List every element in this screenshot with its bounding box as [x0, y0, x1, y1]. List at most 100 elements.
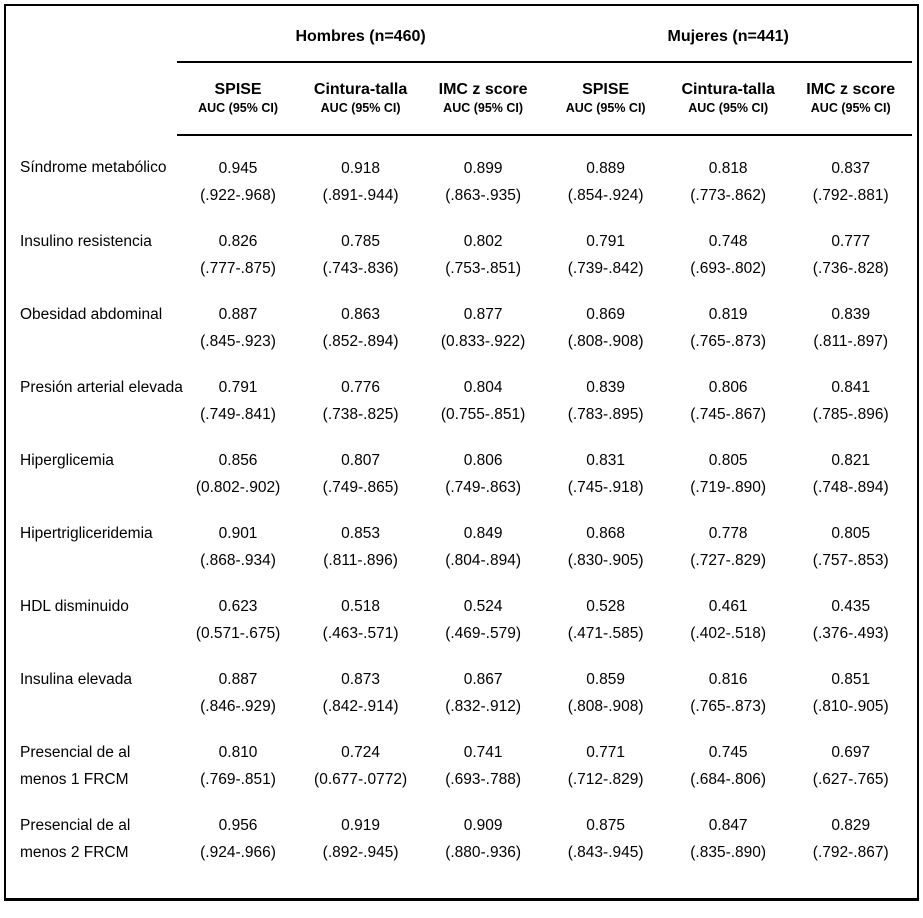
- auc-cell: 0.899 (.863-.935): [422, 135, 545, 209]
- row-label: Insulina elevada: [20, 671, 133, 688]
- auc-value: 0.829: [831, 817, 871, 834]
- ci-value: (.792-.881): [812, 187, 889, 204]
- column-label: SPISE: [214, 81, 262, 98]
- auc-value: 0.804: [463, 379, 503, 396]
- ci-value: (.743-.836): [322, 260, 399, 277]
- ci-value: (.843-.945): [567, 844, 644, 861]
- auc-value: 0.863: [341, 306, 380, 323]
- auc-cell: 0.785 (.743-.836): [299, 209, 422, 282]
- column-label: IMC z score: [438, 81, 528, 98]
- table-row: HDL disminuido 0.623 (0.571-.675) 0.518 …: [11, 574, 912, 647]
- auc-cell: 0.839 (.811-.897): [789, 282, 912, 355]
- ci-value: (.748-.894): [812, 479, 889, 496]
- auc-value: 0.524: [463, 598, 503, 615]
- ci-value: (0.802-.902): [195, 479, 281, 496]
- column-sublabel: AUC (95% CI): [198, 101, 278, 115]
- ci-value: (.783-.895): [567, 406, 644, 423]
- auc-cell: 0.724 (0.677-.0772): [299, 720, 422, 793]
- ci-value: (.808-.908): [567, 333, 644, 350]
- auc-cell: 0.697 (.627-.765): [789, 720, 912, 793]
- auc-cell: 0.847 (.835-.890): [667, 793, 790, 866]
- auc-value: 0.873: [341, 671, 380, 688]
- paper-table-frame: Hombres (n=460) Mujeres (n=441) SPISE AU…: [4, 4, 919, 901]
- auc-value: 0.745: [708, 744, 748, 761]
- ci-value: (0.677-.0772): [314, 771, 408, 788]
- row-label: Hiperglicemia: [20, 452, 114, 469]
- ci-value: (.924-.966): [200, 844, 276, 861]
- auc-value: 0.849: [463, 525, 503, 542]
- auc-value: 0.771: [586, 744, 626, 761]
- auc-cell: 0.771 (.712-.829): [544, 720, 667, 793]
- column-header-imc-z-score-mujeres: IMC z score AUC (95% CI): [789, 62, 912, 136]
- table-row: Hipertrigliceridemia 0.901 (.868-.934) 0…: [11, 501, 912, 574]
- ci-value: (.892-.945): [322, 844, 399, 861]
- row-label: Presión arterial elevada: [20, 379, 183, 396]
- auc-cell: 0.807 (.749-.865): [299, 428, 422, 501]
- auc-cell: 0.856 (0.802-.902): [177, 428, 300, 501]
- ci-value: (.811-.897): [813, 333, 889, 350]
- column-label: IMC z score: [806, 81, 896, 98]
- auc-cell: 0.873 (.842-.914): [299, 647, 422, 720]
- column-header-imc-z-score-hombres: IMC z score AUC (95% CI): [421, 62, 545, 136]
- auc-cell: 0.791 (.739-.842): [544, 209, 667, 282]
- auc-value: 0.856: [218, 452, 258, 469]
- auc-cell: 0.524 (.469-.579): [422, 574, 545, 647]
- auc-value: 0.887: [218, 671, 258, 688]
- ci-value: (.835-.890): [690, 844, 767, 861]
- auc-value: 0.518: [341, 598, 380, 615]
- auc-cell: 0.776 (.738-.825): [299, 355, 422, 428]
- auc-value: 0.818: [708, 160, 748, 177]
- auc-cell: 0.829 (.792-.867): [789, 793, 912, 866]
- column-sublabel: AUC (95% CI): [688, 101, 769, 115]
- auc-value: 0.869: [586, 306, 626, 323]
- auc-cell: 0.745 (.684-.806): [667, 720, 790, 793]
- auc-cell: 0.918 (.891-.944): [299, 135, 422, 209]
- auc-value: 0.826: [218, 233, 258, 250]
- auc-results-table: Hombres (n=460) Mujeres (n=441) SPISE AU…: [11, 10, 912, 866]
- auc-value: 0.528: [586, 598, 626, 615]
- auc-value: 0.837: [831, 160, 871, 177]
- ci-value: (.736-.828): [812, 260, 889, 277]
- auc-value: 0.875: [586, 817, 626, 834]
- ci-value: (.832-.912): [445, 698, 522, 715]
- auc-value: 0.889: [586, 160, 626, 177]
- auc-value: 0.777: [831, 233, 871, 250]
- ci-value: (.769-.851): [200, 771, 276, 788]
- auc-value: 0.802: [463, 233, 503, 250]
- ci-value: (.852-.894): [322, 333, 399, 350]
- auc-value: 0.859: [586, 671, 626, 688]
- row-label: Obesidad abdominal: [20, 306, 163, 323]
- auc-value: 0.847: [708, 817, 748, 834]
- table-row: Insulino resistencia 0.826 (.777-.875) 0…: [11, 209, 912, 282]
- ci-value: (.811-.896): [323, 552, 398, 569]
- column-header-cintura-talla-mujeres: Cintura-talla AUC (95% CI): [666, 62, 790, 136]
- ci-value: (.684-.806): [690, 771, 767, 788]
- auc-cell: 0.528 (.471-.585): [544, 574, 667, 647]
- auc-value: 0.901: [218, 525, 258, 542]
- ci-value: (.376-.493): [812, 625, 889, 642]
- auc-value: 0.909: [463, 817, 503, 834]
- ci-value: (.471-.585): [567, 625, 644, 642]
- auc-cell: 0.819 (.765-.873): [667, 282, 790, 355]
- auc-value: 0.839: [831, 306, 871, 323]
- auc-value: 0.851: [831, 671, 871, 688]
- auc-cell: 0.875 (.843-.945): [544, 793, 667, 866]
- table-row: Presencial de al menos 1 FRCM 0.810 (.76…: [11, 720, 912, 793]
- auc-cell: 0.777 (.736-.828): [789, 209, 912, 282]
- table-body: Síndrome metabólico 0.945 (.922-.968) 0.…: [11, 135, 912, 866]
- auc-value: 0.785: [341, 233, 380, 250]
- auc-cell: 0.805 (.757-.853): [789, 501, 912, 574]
- auc-cell: 0.956 (.924-.966): [177, 793, 300, 866]
- ci-value: (.693-.788): [445, 771, 522, 788]
- row-label: Síndrome metabólico: [20, 159, 167, 176]
- auc-cell: 0.889 (.854-.924): [544, 135, 667, 209]
- table-row: Obesidad abdominal 0.887 (.845-.923) 0.8…: [11, 282, 912, 355]
- auc-cell: 0.778 (.727-.829): [667, 501, 790, 574]
- ci-value: (.463-.571): [322, 625, 399, 642]
- auc-cell: 0.804 (0.755-.851): [422, 355, 545, 428]
- auc-value: 0.956: [218, 817, 258, 834]
- ci-value: (.738-.825): [322, 406, 399, 423]
- ci-value: (.757-.853): [812, 552, 889, 569]
- auc-value: 0.623: [218, 598, 258, 615]
- row-label: Hipertrigliceridemia: [20, 525, 153, 542]
